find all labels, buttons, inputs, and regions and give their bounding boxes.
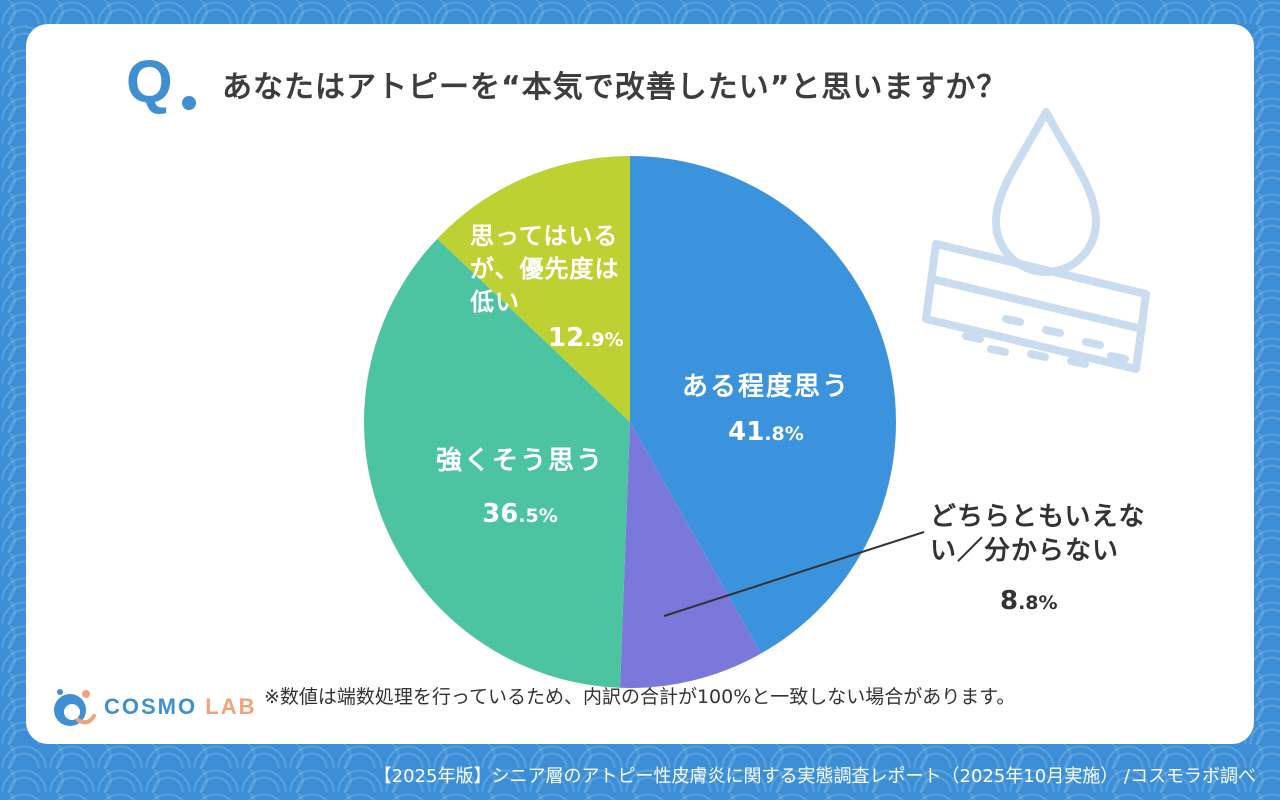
slice-name-s2: 強くそう思う bbox=[435, 446, 604, 476]
question-mark-dot bbox=[182, 96, 196, 110]
slice-name-s1-line1: どちらともいえな bbox=[930, 502, 1146, 532]
slice-value-s2: 36.5% bbox=[482, 499, 558, 529]
chart-title: あなたはアトピーを“本気で改善したい”と思いますか？ bbox=[222, 70, 1008, 105]
footnote: ※数値は端数処理を行っているため、内訳の合計が100%と一致しない場合があります… bbox=[264, 686, 1016, 708]
source-footer: 【2025年版】シニア層のアトピー性皮膚炎に関する実態調査レポート（2025年1… bbox=[373, 766, 1256, 787]
slice-label-s0: ある程度思う 41.8% bbox=[656, 366, 876, 447]
slice-name-s1-line2: い／分からない bbox=[930, 536, 1120, 566]
pie-slice-s3 bbox=[437, 156, 630, 422]
slice-value-s3: 12.9% bbox=[548, 323, 624, 353]
pie-slice-s1 bbox=[619, 422, 762, 688]
slice-label-s1: どちらともいえな い／分からない 8.8% bbox=[930, 500, 1180, 616]
slice-name-s3-line1: 思ってはいる bbox=[470, 222, 619, 250]
logo-text-lab: LAB bbox=[205, 694, 257, 719]
question-mark: Q bbox=[126, 48, 173, 115]
slice-value-s0: 41.8% bbox=[728, 417, 804, 447]
pie-slice-s0 bbox=[630, 156, 896, 654]
slice-name-s0: ある程度思う bbox=[681, 372, 850, 402]
slice-value-s1: 8.8% bbox=[1000, 586, 1058, 616]
slice-name-s3-line2: が、優先度は bbox=[470, 255, 620, 283]
water-drop-skin-icon bbox=[922, 108, 1150, 373]
cosmo-lab-logo: COSMO LAB bbox=[50, 686, 256, 728]
cosmo-lab-logo-icon bbox=[54, 689, 96, 726]
leader-line-s1 bbox=[663, 531, 925, 617]
logo-text-cosmo: COSMO bbox=[104, 694, 198, 719]
pie-slice-s2 bbox=[364, 238, 630, 688]
slice-label-s3: 思ってはいる が、優先度は 低い 12.9% bbox=[470, 220, 640, 353]
slice-label-s2: 強くそう思う 36.5% bbox=[410, 440, 630, 529]
slice-name-s3-line3: 低い bbox=[470, 288, 520, 316]
